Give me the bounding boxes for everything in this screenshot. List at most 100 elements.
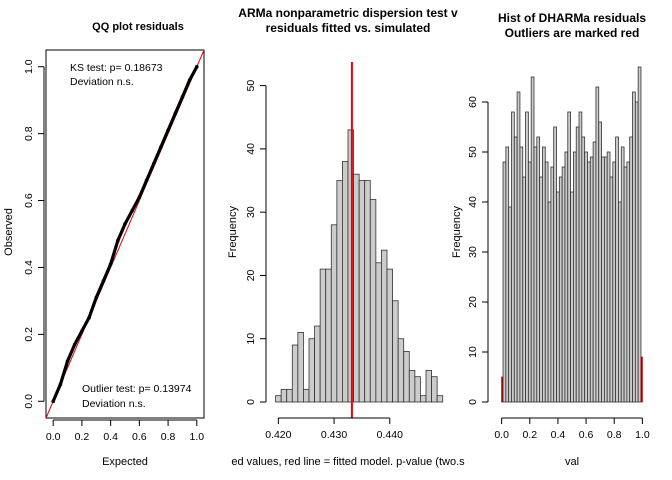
residual-bar — [533, 146, 538, 403]
residual-bar — [516, 91, 521, 403]
residual-x-tick-label: 1.0 — [635, 429, 650, 441]
residual-bar — [584, 151, 588, 403]
residual-bar — [629, 136, 633, 403]
qq-point — [180, 95, 185, 99]
residual-bar — [592, 141, 597, 403]
qq-point — [116, 238, 120, 243]
dispersion-y-tick-label: 10 — [245, 333, 257, 345]
qq-point — [51, 399, 55, 404]
residual-bar — [637, 66, 642, 403]
residual-x-tick-label: 0.6 — [579, 429, 594, 441]
qq-point — [108, 262, 113, 266]
dispersion-bar — [308, 338, 315, 403]
residual-bar — [601, 156, 605, 403]
qq-point — [130, 208, 134, 213]
qq-y-tick-label: 0.4 — [23, 260, 35, 275]
qq-y-tick-label: 1.0 — [23, 59, 35, 74]
dispersion-y-axis-label: Frequency — [227, 206, 239, 258]
dispersion-y-tick-label: 20 — [245, 269, 257, 281]
residual-bar — [587, 161, 591, 403]
dispersion-bar — [414, 376, 421, 403]
dispersion-y-tick-label: 30 — [245, 206, 257, 218]
residual-bar — [564, 151, 569, 403]
dispersion-bar — [425, 369, 432, 403]
residual-bar — [581, 136, 586, 403]
qq-point — [58, 382, 63, 387]
dispersion-y-tick-label: 0 — [245, 399, 257, 405]
qq-plot-y-axis-label: Observed — [3, 208, 15, 256]
dispersion-bar — [375, 262, 382, 403]
residual-bar — [612, 161, 617, 403]
residual-bar — [620, 146, 625, 403]
dispersion-bar — [431, 376, 438, 403]
dispersion-bar — [397, 338, 405, 403]
dispersion-bar — [353, 173, 360, 403]
residual-bar — [589, 156, 594, 403]
residual-y-tick-label: 30 — [467, 246, 479, 258]
qq-y-tick-label: 0.0 — [23, 394, 35, 409]
qq-point — [144, 178, 149, 183]
dispersion-bar — [275, 395, 282, 403]
dispersion-bar — [286, 388, 293, 403]
qq-point — [151, 161, 156, 166]
residual-bar — [530, 76, 535, 403]
qq-point — [94, 295, 99, 300]
dispersion-bar — [330, 224, 338, 403]
residual-x-tick-label: 0.2 — [522, 429, 537, 441]
outlier-bar — [640, 356, 643, 403]
dispersion-bar — [342, 161, 349, 403]
qq-x-tick-label: 0.2 — [75, 431, 90, 443]
dispersion-bar — [303, 388, 310, 403]
dispersion-bar — [291, 344, 299, 403]
qq-x-tick-label: 0.4 — [103, 431, 118, 443]
residual-hist-title-line-1: Hist of DHARMa residuals — [498, 11, 646, 25]
dispersion-bar — [403, 350, 410, 403]
residual-bar — [575, 126, 580, 403]
dispersion-title-line-2: residuals fitted vs. simulated — [266, 21, 431, 35]
qq-point — [80, 329, 84, 333]
residual-bar — [522, 176, 526, 403]
residual-bar — [567, 111, 571, 403]
dispersion-bar — [436, 395, 444, 403]
residual-y-tick-label: 40 — [467, 196, 479, 208]
residual-bar — [561, 166, 566, 403]
residual-bar — [595, 86, 600, 403]
residual-y-tick-label: 0 — [467, 399, 479, 405]
dispersion-bar — [319, 268, 327, 403]
residual-bar — [547, 201, 552, 403]
qq-point — [137, 195, 142, 199]
residual-bar — [525, 111, 529, 403]
residual-bar — [511, 111, 515, 403]
residual-bar — [609, 176, 614, 403]
dispersion-bar — [369, 199, 377, 403]
residual-bar — [550, 166, 555, 403]
residual-y-tick-label: 60 — [467, 96, 479, 108]
residual-bar — [527, 161, 532, 403]
residual-bar — [519, 146, 524, 403]
residual-bar — [508, 206, 512, 403]
residual-bar — [615, 136, 619, 403]
residual-bar — [553, 126, 557, 403]
dispersion-bar — [381, 249, 388, 403]
residual-bar — [578, 111, 583, 403]
residual-bar — [606, 151, 611, 403]
qq-x-tick-label: 0.8 — [161, 431, 176, 443]
qq-x-tick-label: 0.0 — [46, 431, 61, 443]
qq-point — [187, 78, 192, 82]
dispersion-bar — [358, 180, 366, 403]
residual-bar — [623, 166, 628, 403]
dispersion-y-tick-label: 50 — [245, 80, 257, 92]
residual-y-tick-label: 20 — [467, 296, 479, 308]
dispersion-x-tick-label: 0.440 — [377, 429, 403, 441]
dispersion-bar — [420, 395, 427, 403]
qq-y-tick-label: 0.6 — [23, 193, 35, 208]
qq-point — [195, 64, 199, 69]
dispersion-bar — [386, 268, 393, 403]
dispersion-y-tick-label: 40 — [245, 143, 257, 155]
residual-bar — [505, 146, 510, 403]
residual-bar — [618, 201, 622, 403]
residual-hist-x-axis-label: val — [565, 456, 579, 468]
residual-x-tick-label: 0.4 — [551, 429, 566, 441]
dispersion-test-panel: ARMa nonparametric dispersion test v res… — [227, 6, 465, 468]
residual-hist-y-axis-label: Frequency — [451, 206, 463, 258]
